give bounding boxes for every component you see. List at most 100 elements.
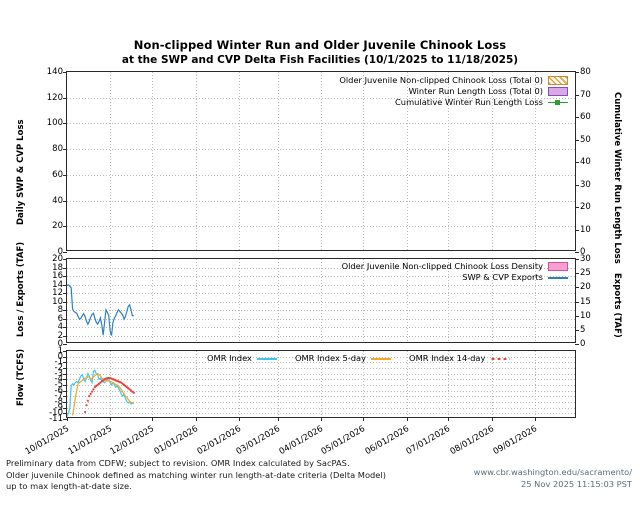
y-tick-label: -8: [54, 397, 63, 407]
y-tick-label: -10: [49, 408, 63, 419]
y-tick-mark: [575, 117, 579, 118]
y-tick-label: 20: [580, 282, 591, 293]
y-tick-mark: [63, 284, 67, 286]
x-tick-mark: [152, 417, 154, 421]
y-tick-label: 18: [52, 262, 63, 273]
y-tick-mark: [575, 315, 579, 317]
y-tick-mark: [63, 344, 67, 345]
gridline-v: [448, 259, 450, 342]
series-line: [67, 285, 134, 336]
panel2-gridlines: [67, 259, 575, 342]
y-tick-mark: [575, 229, 579, 231]
y-tick-mark: [575, 207, 579, 208]
y-tick-label: -2: [54, 363, 63, 373]
y-tick-mark: [63, 174, 67, 176]
y-tick-label: 30: [580, 179, 591, 190]
legend-item: Cumulative Winter Run Length Loss: [339, 97, 568, 108]
y-tick-label: 4: [57, 322, 63, 332]
gridline-h: [67, 396, 575, 398]
y-tick-label: 10: [580, 310, 591, 321]
panel1-gridlines: [67, 72, 575, 250]
y-tick-mark: [63, 390, 67, 392]
y-tick-mark: [63, 419, 67, 420]
x-tick-mark: [406, 417, 408, 421]
y-tick-label: 80: [52, 144, 63, 155]
y-tick-label: 0: [580, 339, 586, 349]
gridline-v: [406, 259, 408, 342]
y-tick-label: 30: [580, 254, 591, 264]
page-subtitle: at the SWP and CVP Delta Fish Facilities…: [121, 54, 519, 66]
y-tick-label: 6: [57, 313, 63, 324]
y-tick-label: 5: [580, 324, 586, 335]
data-point: [85, 404, 88, 407]
y-tick-label: -1: [54, 357, 63, 368]
y-tick-mark: [63, 327, 67, 328]
y-tick-label: 40: [580, 157, 591, 167]
panel-daily-loss: 0 20 40 60 80 100 120 140 0 10 20 30 40 50 60 70 80 Old…: [47, 67, 591, 257]
legend-item: OMR Index 5-day: [295, 353, 392, 364]
pink-bar-swatch-icon: [548, 262, 568, 271]
legend-item: Winter Run Length Loss (Total 0): [339, 86, 568, 97]
footer-note-3: up to max length-at-date size.: [6, 481, 132, 491]
panel1-y2-axis-label: Cumulative Winter Run Length Loss: [612, 92, 622, 264]
gridline-h: [67, 149, 575, 151]
y-tick-mark: [575, 252, 579, 253]
y-tick-label: -9: [54, 402, 63, 413]
gridline-v: [363, 351, 365, 417]
gridline-v: [152, 72, 154, 250]
y-tick-mark: [63, 149, 67, 151]
gridline-h: [67, 200, 575, 202]
legend-label: Cumulative Winter Run Length Loss: [395, 97, 543, 107]
y-tick-label: 20: [52, 221, 63, 232]
y-tick-label: 1: [57, 346, 63, 356]
gridline-h: [67, 327, 575, 328]
y-tick-mark: [63, 200, 67, 202]
x-tick-mark: [238, 417, 240, 421]
y-tick-mark: [63, 97, 67, 99]
legend-item: Older Juvenile Non-clipped Chinook Loss …: [342, 261, 568, 272]
x-tick-mark: [195, 417, 197, 421]
gridline-h: [67, 97, 575, 99]
panel2-y-axis-label: Loss / Exports (TAF): [16, 241, 26, 337]
gridline-v: [321, 351, 323, 417]
gridline-h: [67, 174, 575, 176]
y-tick-label: 14: [52, 279, 63, 290]
y-tick-mark: [63, 252, 67, 253]
y-tick-label: 120: [46, 92, 63, 103]
data-point: [83, 410, 87, 414]
y-tick-label: 10: [580, 224, 591, 235]
data-point: [90, 390, 94, 393]
y-tick-label: 12: [52, 288, 63, 298]
gridline-v: [406, 351, 408, 417]
y-tick-label: 0: [57, 247, 63, 257]
y-tick-label: 15: [580, 296, 591, 307]
y-tick-label: 25: [580, 268, 591, 279]
red-dotted-swatch-icon: [490, 354, 511, 363]
violet-bar-swatch-icon: [548, 87, 568, 96]
legend-label: Older Juvenile Non-clipped Chinook Loss …: [339, 75, 543, 85]
footer-note-1: Preliminary data from CDFW; subject to r…: [6, 458, 350, 468]
gridline-v: [363, 72, 365, 250]
gridline-v: [448, 351, 450, 417]
gridline-h: [67, 379, 575, 381]
gridline-v: [491, 72, 493, 250]
orange-line-swatch-icon: [371, 354, 392, 363]
y-tick-mark: [63, 379, 67, 381]
page-title: Non-clipped Winter Run and Older Juvenil…: [133, 38, 507, 52]
gridline-v: [238, 72, 240, 250]
y-tick-label: -7: [54, 391, 63, 402]
gridline-v: [152, 259, 154, 342]
gridline-v: [363, 259, 365, 342]
source-url[interactable]: www.cbr.washington.edu/sacramento/: [473, 467, 632, 477]
panel-loss-exports: 0 2 4 6 8 10 12 14 16 18 20 0 5 10 15 20 25 30 Older Juv…: [52, 254, 591, 349]
gridline-h: [67, 226, 575, 228]
gridline-v: [277, 259, 279, 342]
legend-label: Older Juvenile Non-clipped Chinook Loss …: [341, 261, 543, 271]
gridline-v: [448, 72, 450, 250]
footer-notes: Preliminary data from CDFW; subject to r…: [6, 458, 386, 493]
y-tick-label: -4: [54, 374, 63, 385]
panel2-y2-axis-label: Exports (TAF): [612, 273, 622, 338]
y-tick-mark: [575, 329, 579, 331]
y-tick-mark: [575, 94, 579, 96]
gridline-h: [67, 123, 575, 125]
